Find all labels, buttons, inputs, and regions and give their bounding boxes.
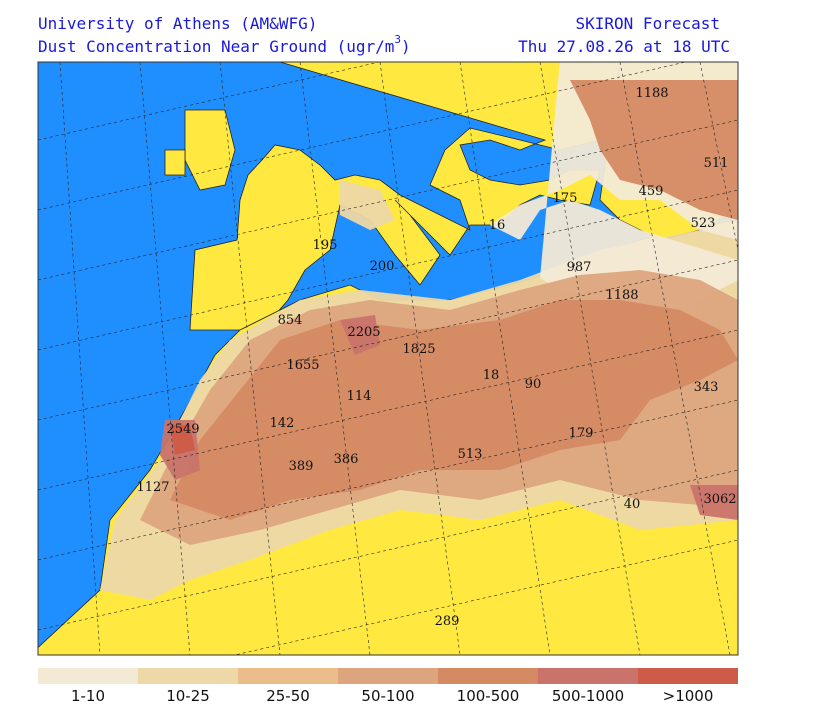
- dust-area: [170, 300, 738, 520]
- map-label: 1655: [286, 358, 319, 373]
- map-frame: [37, 61, 739, 656]
- land: [164, 149, 186, 176]
- dust-area: [170, 425, 195, 455]
- right-title: SKIRON Forecast: [576, 14, 721, 33]
- dust-area: [690, 485, 738, 520]
- legend-label: 25-50: [266, 687, 310, 705]
- legend-label: 500-1000: [552, 687, 624, 705]
- left-title: University of Athens (AM&WFG): [38, 14, 317, 33]
- map-label: 1188: [605, 288, 638, 303]
- map-label: 854: [278, 313, 303, 328]
- map-label: 289: [435, 614, 460, 629]
- legend-label: 100-500: [457, 687, 520, 705]
- map-label: 114: [347, 389, 372, 404]
- graticule: [539, 62, 641, 655]
- graticule: [379, 62, 461, 655]
- map: 1188 511 459 523 175 16 987 1188 195 200 854 2205 18…: [38, 62, 738, 655]
- legend-swatch: [438, 668, 538, 684]
- legend-label: 50-100: [361, 687, 414, 705]
- map-label: 389: [289, 459, 314, 474]
- subtitle-close: ): [401, 37, 411, 56]
- map-label: 142: [270, 416, 295, 431]
- map-label: 513: [458, 447, 483, 462]
- legend-label: 1-10: [71, 687, 105, 705]
- map-label: 18: [483, 368, 500, 383]
- superscript: 3: [394, 33, 401, 46]
- map-label: 90: [525, 377, 542, 392]
- dust-area: [340, 180, 395, 230]
- graticule: [619, 62, 731, 655]
- legend-swatch: [138, 668, 238, 684]
- left-subtitle: Dust Concentration Near Ground (ugr/m3): [38, 33, 411, 56]
- map-label: 16: [489, 218, 506, 233]
- map-label: 2549: [166, 422, 199, 437]
- map-label: 2205: [347, 325, 380, 340]
- dust-area: [340, 315, 380, 355]
- legend-label: 10-25: [166, 687, 210, 705]
- map-label: 3062: [703, 492, 736, 507]
- map-label: 343: [694, 380, 719, 395]
- map-label: 1188: [635, 86, 668, 101]
- legend-swatch: [638, 668, 738, 684]
- map-label: 987: [567, 260, 592, 275]
- legend-swatch: [238, 668, 338, 684]
- map-label: 195: [313, 238, 338, 253]
- legend-swatch: [338, 668, 438, 684]
- legend-label: >1000: [663, 687, 714, 705]
- map-label: 511: [704, 156, 729, 171]
- legend-swatch: [538, 668, 638, 684]
- dust-area: [570, 80, 738, 220]
- right-subtitle: Thu 27.08.26 at 18 UTC: [518, 37, 730, 56]
- map-label: 386: [334, 452, 359, 467]
- map-label: 40: [624, 497, 641, 512]
- map-label: 523: [691, 216, 716, 231]
- map-label: 175: [553, 191, 578, 206]
- map-label: 179: [569, 426, 594, 441]
- legend-swatch: [38, 668, 138, 684]
- map-label: 1825: [402, 342, 435, 357]
- graticule: [459, 62, 551, 655]
- subtitle-text: Dust Concentration Near Ground (ugr/m: [38, 37, 394, 56]
- legend: 1-10 10-25 25-50 50-100 100-500 500-1000 >1000: [38, 668, 738, 705]
- map-label: 1127: [136, 480, 169, 495]
- map-label: 200: [370, 259, 395, 274]
- map-label: 459: [639, 184, 664, 199]
